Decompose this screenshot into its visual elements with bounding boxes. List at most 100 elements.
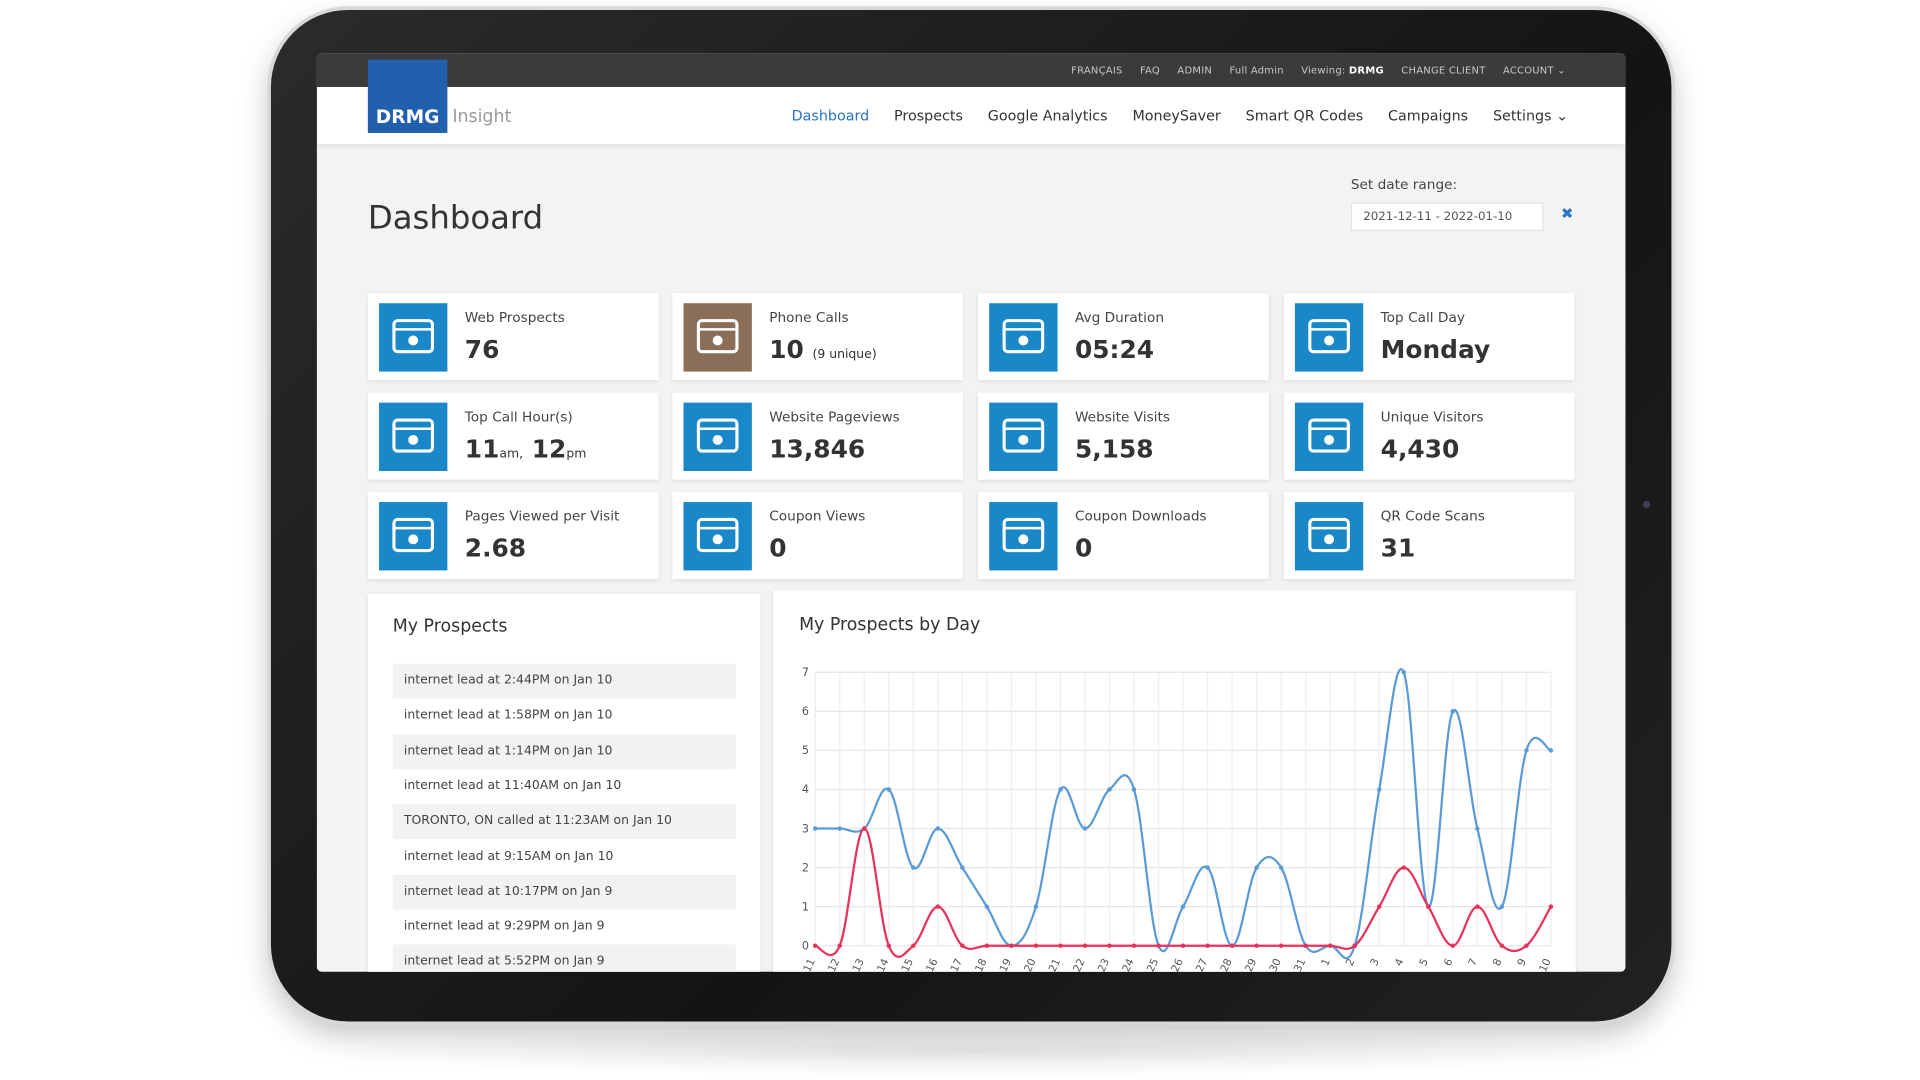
point [1180, 943, 1186, 948]
point [935, 904, 941, 909]
card-icon [989, 402, 1058, 471]
viewing-client: DRMG [1348, 64, 1384, 76]
nav-link[interactable]: Settings ⌄ [1492, 106, 1569, 125]
card-icon [379, 303, 448, 372]
card-label: Top Call Day [1380, 309, 1465, 326]
top-link[interactable]: Full Admin [1229, 64, 1284, 76]
top-link[interactable]: CHANGE CLIENT [1401, 64, 1486, 76]
stat-card: Top Call Hour(s) 11am, 12pm [367, 392, 659, 480]
card-icon [1294, 502, 1364, 571]
prospect-item[interactable]: internet lead at 2:44PM on Jan 10 [392, 663, 736, 699]
stat-card: QR Code Scans 31 [1283, 492, 1575, 580]
point [862, 826, 867, 831]
point [1009, 943, 1014, 948]
panel-title: My Prospects [392, 616, 508, 637]
card-value: 2.68 [465, 533, 526, 563]
top-link[interactable]: ADMIN [1177, 64, 1213, 76]
prospect-item[interactable]: internet lead at 10:17PM on Jan 9 [392, 874, 736, 910]
point [911, 865, 916, 870]
prospect-item[interactable]: internet lead at 1:14PM on Jan 10 [392, 733, 736, 769]
top-link[interactable]: ACCOUNT ⌄ [1502, 64, 1566, 76]
card-label: QR Code Scans [1380, 508, 1485, 525]
card-label: Avg Duration [1074, 309, 1164, 326]
top-link[interactable]: FRANÇAIS [1071, 64, 1123, 76]
account[interactable]: ACCOUNT [1502, 64, 1554, 76]
point [1303, 943, 1308, 948]
x-tick-label: 10 [1537, 957, 1554, 972]
card-label: Coupon Downloads [1074, 508, 1207, 525]
card-label: Web Prospects [464, 309, 565, 326]
point [1401, 865, 1407, 870]
card-value: Monday [1381, 334, 1491, 364]
point [1524, 943, 1529, 948]
value: 31 [1380, 533, 1416, 563]
nav-link[interactable]: Prospects [894, 106, 963, 125]
card-value: 13,846 [769, 434, 865, 464]
stat-card: Pages Viewed per Visit 2.68 [367, 492, 659, 580]
card-label: Website Pageviews [769, 408, 900, 426]
nav-link[interactable]: Campaigns [1388, 106, 1469, 125]
x-tick-label: 22 [1071, 957, 1088, 972]
icon-glyph [1002, 517, 1045, 553]
icon-glyph [1308, 418, 1350, 453]
stat-card: Avg Duration 05:24 [978, 293, 1269, 381]
note: (9 unique) [812, 347, 877, 362]
point [1475, 826, 1480, 831]
nav-link[interactable]: Dashboard [791, 106, 870, 125]
stat-card: Website Pageviews 13,846 [672, 392, 964, 480]
prospect-item[interactable]: TORONTO, ON called at 11:23AM on Jan 10 [392, 804, 736, 840]
stat-card: Website Visits 5,158 [978, 392, 1269, 480]
viewing-label: Viewing: [1301, 64, 1346, 76]
card-value: 11am, 12pm [465, 434, 587, 464]
card-icon [683, 402, 752, 471]
card-icon [989, 502, 1058, 571]
point [1082, 943, 1088, 948]
nav-link[interactable]: MoneySaver [1132, 106, 1221, 125]
date-input[interactable]: 2021-12-11 - 2022-01-10 [1350, 202, 1544, 232]
prospect-item[interactable]: internet lead at 9:29PM on Jan 9 [403, 919, 605, 934]
logo[interactable]: DRMG [367, 59, 448, 133]
value: 76 [464, 334, 500, 365]
card-label: Phone Calls [769, 309, 849, 326]
point [1058, 943, 1063, 948]
x-tick-label: 5 [1417, 957, 1431, 968]
top-link[interactable]: FAQ [1139, 64, 1161, 76]
product-name: Insight [452, 106, 512, 127]
prospect-item[interactable]: internet lead at 1:58PM on Jan 10 [403, 708, 613, 723]
page-title: Dashboard [367, 200, 544, 238]
prospect-item[interactable]: internet lead at 11:40AM on Jan 10 [403, 779, 622, 793]
x-tick-label: 31 [1292, 957, 1309, 972]
point [1352, 943, 1357, 948]
series-line [815, 668, 1552, 960]
viewing: Viewing: DRMG [1301, 65, 1384, 76]
point [886, 787, 892, 792]
point [1131, 787, 1137, 792]
x-tick-label: 17 [949, 957, 966, 972]
prospect-item[interactable]: internet lead at 9:15AM on Jan 10 [403, 849, 614, 864]
point [1082, 826, 1088, 831]
point [886, 943, 892, 948]
value: 4,430 [1380, 433, 1460, 464]
x-tick-label: 14 [875, 957, 892, 972]
clear-date[interactable]: ✖ [1560, 205, 1574, 223]
card-icon [989, 303, 1058, 372]
shadow [298, 1026, 1653, 1077]
point [1107, 787, 1112, 792]
nav-link[interactable]: Smart QR Codes [1245, 106, 1364, 125]
prospect-item[interactable]: internet lead at 5:52PM on Jan 9 [392, 944, 736, 972]
x-tick-label: 28 [1218, 957, 1235, 972]
x-tick-label: 20 [1022, 957, 1039, 972]
nav-link[interactable]: Google Analytics [987, 106, 1108, 125]
value: 05:24 [1074, 334, 1155, 365]
y-tick-label: 6 [802, 705, 809, 718]
x-tick-label: 12 [826, 957, 843, 972]
point [1205, 865, 1210, 870]
unit: am, [499, 447, 524, 462]
chart-panel: My Prospects by Day 0 1 2 3 4 5 6 7 11 12 13 14 15 16… [772, 590, 1576, 972]
card-value: 0 [769, 533, 786, 563]
point [1327, 943, 1333, 948]
icon-glyph [392, 517, 435, 553]
point [1156, 943, 1161, 948]
